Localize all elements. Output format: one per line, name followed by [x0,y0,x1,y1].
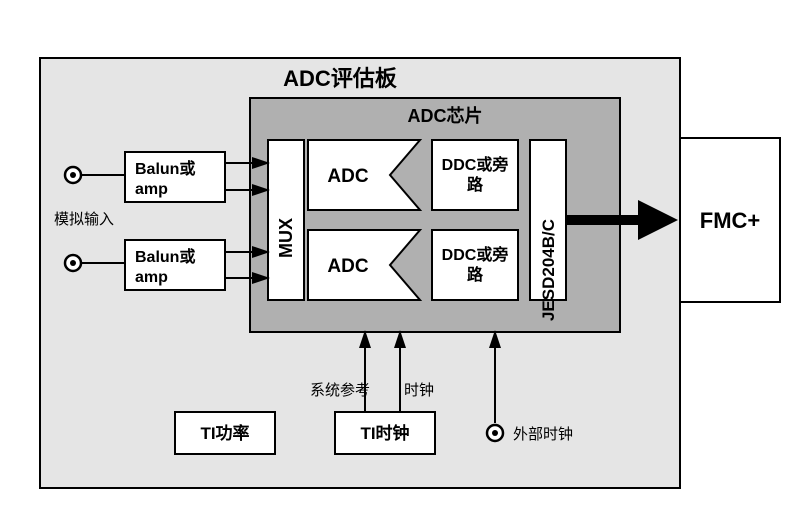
ddc-block-1 [432,230,518,300]
adc-chip-title: ADC芯片 [408,105,483,126]
ti-power-label: TI功率 [200,423,249,443]
arrow-tclk-label-1: 时钟 [404,382,434,399]
fmc-label: FMC+ [700,208,761,233]
jesd-label: JESD204B/C [539,219,558,321]
adc-core-label-0: ADC [327,166,368,187]
ext-clock-label: 外部时钟 [513,426,573,443]
adc-core-label-1: ADC [327,256,368,277]
mux-label: MUX [276,218,296,258]
eval-board-title: ADC评估板 [283,66,398,91]
analog-input-port-1-dot [70,260,76,266]
ext-clock-port-dot [492,430,498,436]
analog-input-label: 模拟输入 [54,211,114,228]
ti-clock-label: TI时钟 [360,423,409,443]
analog-input-port-0-dot [70,172,76,178]
ddc-block-0 [432,140,518,210]
arrow-tclk-label-0: 系统参考 [310,382,370,399]
